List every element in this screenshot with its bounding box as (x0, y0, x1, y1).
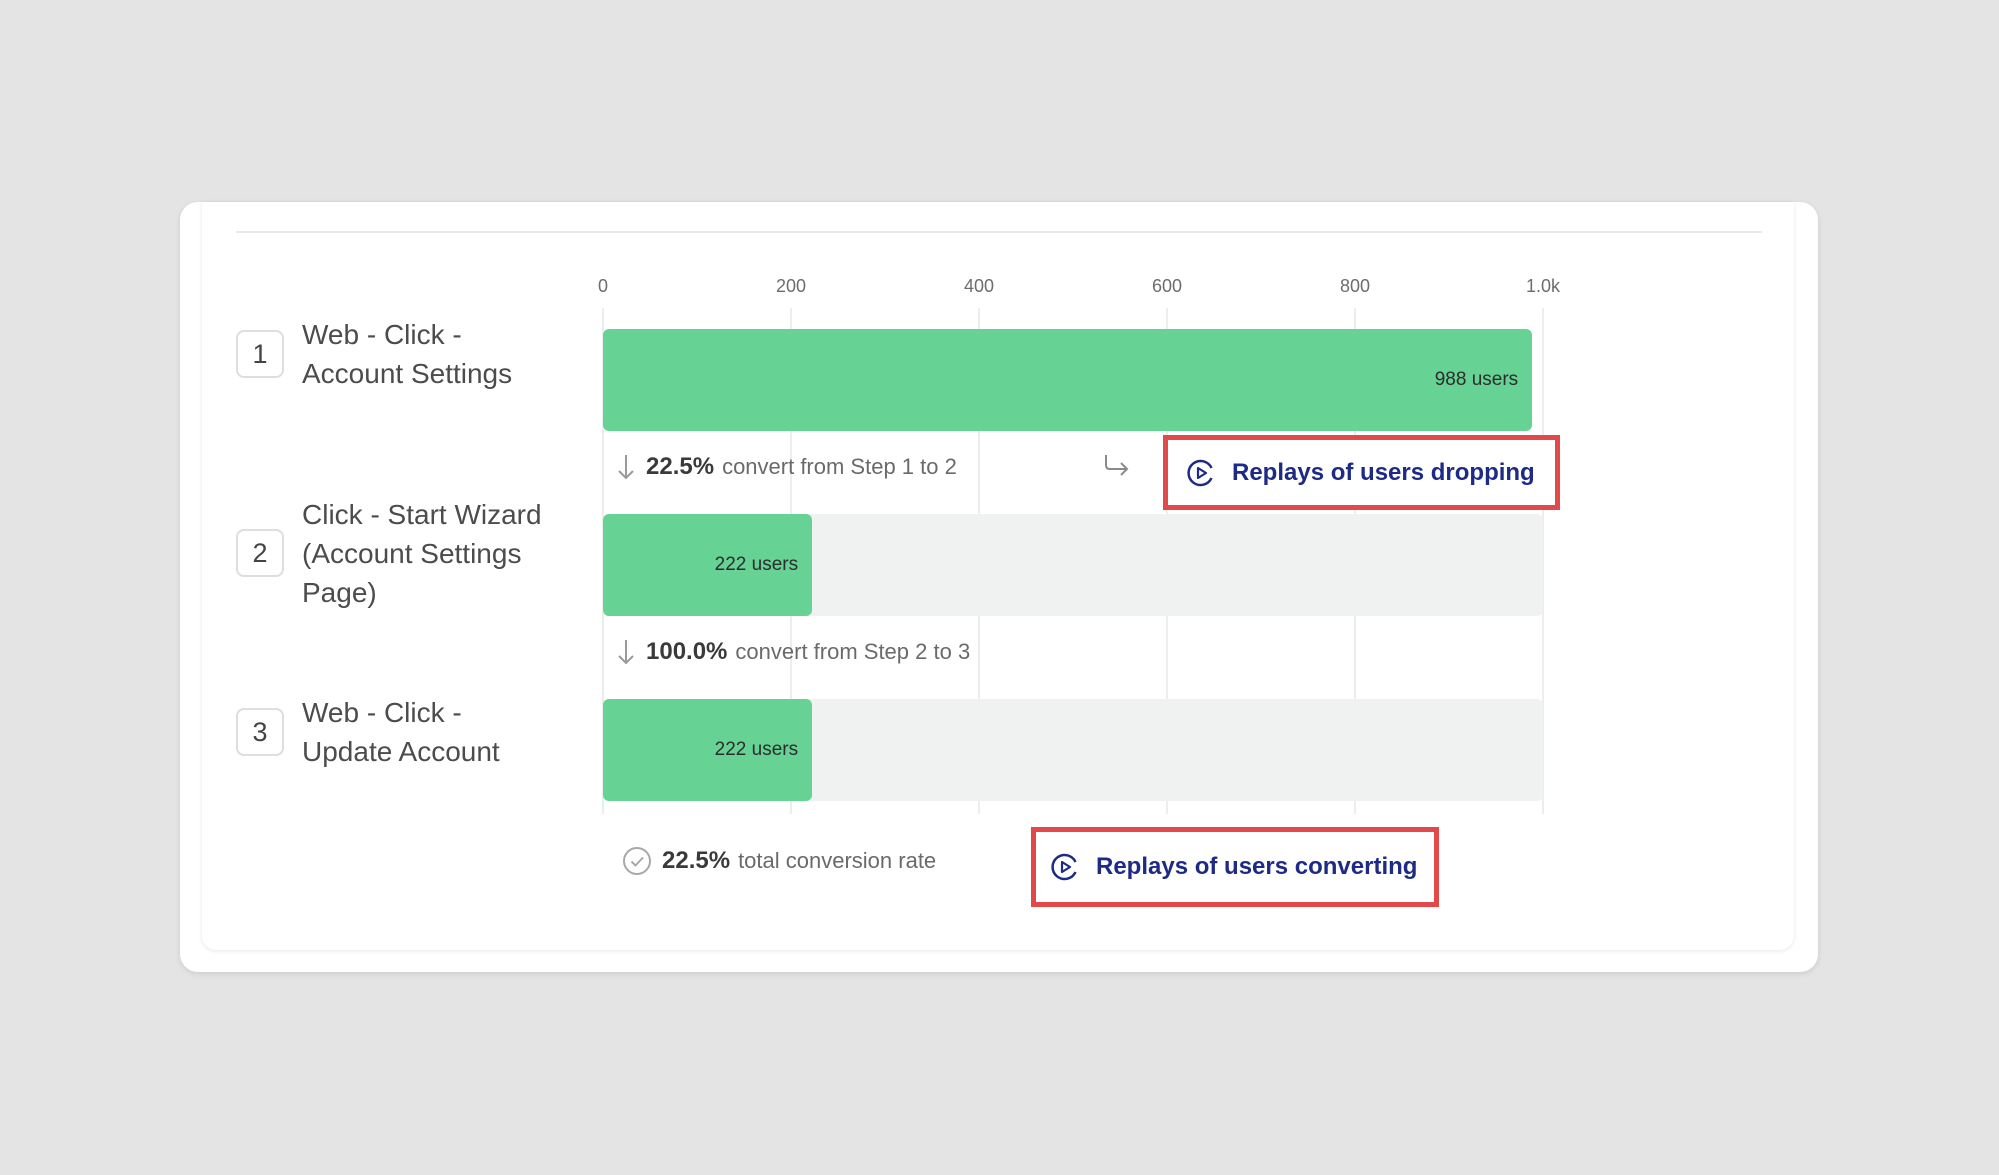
conversion-step-1-to-2: 22.5% convert from Step 1 to 2 (614, 452, 957, 482)
bar-value-label: 988 users (1434, 369, 1519, 390)
replays-converting-label: Replays of users converting (1096, 853, 1418, 880)
replays-converting-button[interactable]: Replays of users converting (1031, 827, 1439, 907)
x-tick-label: 600 (1151, 276, 1183, 296)
step-row-1: 1 Web - Click - Account Settings (236, 274, 586, 434)
x-tick-label: 200 (775, 276, 807, 296)
replay-play-icon (1051, 853, 1077, 881)
x-tick-label: 1.0k (1525, 276, 1561, 296)
step-number-badge: 3 (236, 708, 284, 756)
bar-step-1[interactable] (603, 329, 1532, 431)
gridline (1542, 308, 1544, 814)
conversion-text: convert from Step 1 to 2 (722, 454, 957, 479)
x-tick-label: 0 (597, 276, 609, 296)
step-label: Web - Click - Account Settings (302, 319, 513, 389)
step-row-3: 3 Web - Click - Update Account (236, 652, 586, 812)
return-arrow-icon (1105, 455, 1129, 476)
step-label: Click - Start Wizard (Account Settings P… (302, 498, 542, 608)
step-number-badge: 1 (236, 330, 284, 378)
replays-dropping-button[interactable]: Replays of users dropping (1163, 435, 1560, 510)
bar-step-2[interactable] (603, 514, 812, 616)
conversion-step-2-to-3: 100.0% convert from Step 2 to 3 (614, 637, 970, 667)
step-row-2: 2 Click - Start Wizard (Account Settings… (236, 499, 586, 608)
x-tick-label: 800 (1339, 276, 1371, 296)
step-label: Web - Click - Update Account (302, 697, 500, 767)
check-circle-icon (623, 847, 651, 875)
x-tick-label: 400 (963, 276, 995, 296)
total-conversion-percent: 22.5% (662, 847, 731, 874)
divider (236, 231, 1762, 233)
bar-value-label: 222 users (714, 739, 799, 760)
arrow-down-icon (618, 640, 634, 665)
funnel-card: 1 Web - Click - Account Settings 2 Click… (180, 202, 1818, 972)
total-conversion-text: total conversion rate (738, 848, 937, 873)
bar-value-label: 222 users (714, 554, 799, 575)
conversion-percent: 100.0% (646, 638, 728, 665)
conversion-text: convert from Step 2 to 3 (735, 639, 971, 664)
arrow-down-icon (618, 455, 634, 480)
funnel-chart: 0 200 400 600 800 1.0k 988 users 222 users 222 u… (593, 276, 1560, 816)
step-number-badge: 2 (236, 529, 284, 577)
bar-step-3[interactable] (603, 699, 812, 801)
total-conversion: 22.5% total conversion rate (622, 846, 936, 876)
conversion-percent: 22.5% (646, 453, 715, 480)
funnel-panel: 1 Web - Click - Account Settings 2 Click… (202, 202, 1794, 950)
replays-dropping-label: Replays of users dropping (1232, 458, 1535, 486)
replay-play-icon (1187, 459, 1213, 486)
